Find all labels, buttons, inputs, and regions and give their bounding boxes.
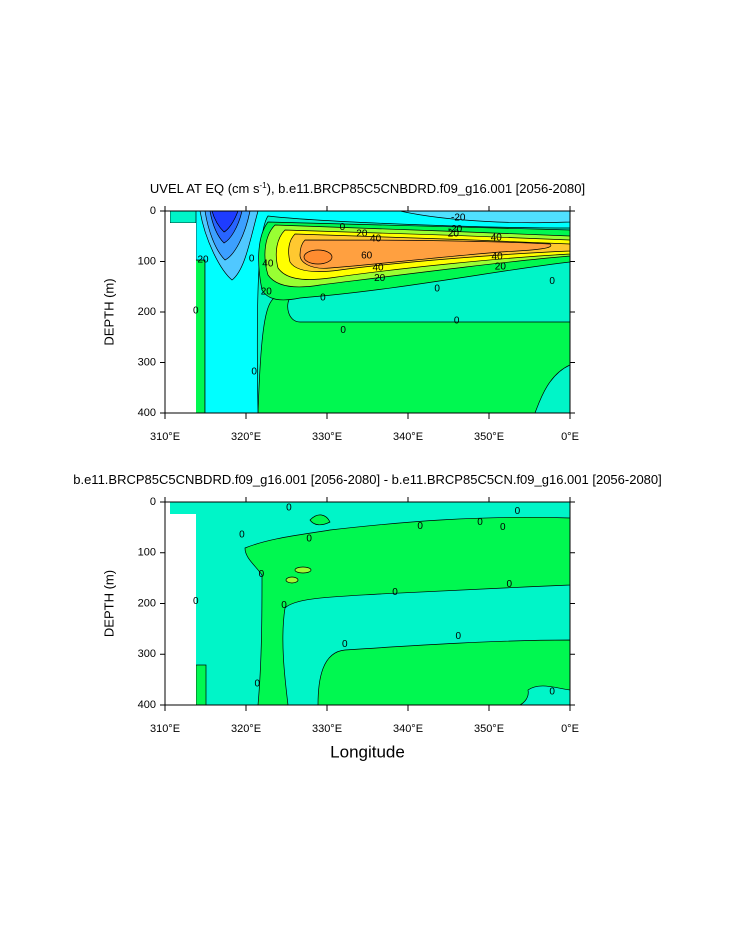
x-tick-label: 320°E bbox=[231, 431, 261, 443]
contour-label: 0 bbox=[286, 503, 292, 514]
title-part: UVEL AT EQ (cm s bbox=[150, 181, 260, 196]
contour-label: 40 bbox=[492, 252, 504, 263]
y-tick-label: 100 bbox=[138, 255, 156, 267]
x-tick-label: 310°E bbox=[150, 431, 180, 443]
contour-label: 0 bbox=[342, 639, 348, 650]
x-tick-label: 330°E bbox=[312, 723, 342, 735]
x-tick-label: 350°E bbox=[474, 431, 504, 443]
x-tick-label: 0°E bbox=[561, 723, 579, 735]
contour-label: 0 bbox=[255, 678, 261, 689]
contour-label: 0 bbox=[193, 596, 199, 607]
y-tick-label: 300 bbox=[138, 356, 156, 368]
x-tick-label: 330°E bbox=[312, 431, 342, 443]
y-tick-label: 200 bbox=[138, 306, 156, 318]
y-tick-label: 400 bbox=[138, 407, 156, 419]
contour-label: 20 bbox=[374, 273, 386, 284]
x-axis-label: Longitude bbox=[330, 742, 405, 761]
contour-label: 20 bbox=[356, 228, 368, 239]
contour-label: 20 bbox=[198, 255, 210, 266]
contour-label: 60 bbox=[361, 251, 373, 262]
y-tick-label: 200 bbox=[138, 597, 156, 609]
contour-label: -20 bbox=[448, 224, 463, 235]
chart-title: UVEL AT EQ (cm s-1), b.e11.BRCP85C5CNBDR… bbox=[150, 181, 585, 197]
contour-label: 0 bbox=[306, 534, 312, 545]
contour-label: 40 bbox=[370, 233, 382, 244]
y-tick-label: 100 bbox=[138, 547, 156, 559]
contour-label: 40 bbox=[491, 232, 503, 243]
contour-label: 0 bbox=[340, 325, 346, 336]
contour-label: 0 bbox=[239, 530, 245, 541]
contour-label: 20 bbox=[495, 262, 507, 273]
contour-label: 40 bbox=[262, 259, 274, 270]
x-tick-label: 310°E bbox=[150, 723, 180, 735]
contour-label: 0 bbox=[500, 522, 506, 533]
y-axis-label: DEPTH (m) bbox=[101, 570, 116, 637]
x-tick-label: 340°E bbox=[393, 431, 423, 443]
contour-label: 40 bbox=[372, 263, 384, 274]
x-tick-label: 0°E bbox=[561, 431, 579, 443]
contour-label: 0 bbox=[549, 686, 555, 697]
y-tick-label: 300 bbox=[138, 648, 156, 660]
contour-label: 20 bbox=[261, 286, 273, 297]
contour-fill-bottom bbox=[165, 502, 570, 705]
contour-label: 0 bbox=[259, 569, 265, 580]
x-tick-label: 340°E bbox=[393, 723, 423, 735]
contour-label: 0 bbox=[515, 506, 521, 517]
contour-label: 0 bbox=[340, 222, 346, 233]
y-tick-label: 0 bbox=[150, 496, 156, 508]
y-axis-label: DEPTH (m) bbox=[101, 278, 116, 345]
y-tick-label: 400 bbox=[138, 699, 156, 711]
contour-label: 0 bbox=[249, 254, 255, 265]
x-tick-label: 320°E bbox=[231, 723, 261, 735]
contour-label: 0 bbox=[281, 600, 287, 611]
contour-label: 20 bbox=[448, 228, 460, 239]
contour-label: 0 bbox=[193, 306, 199, 317]
chart-title: b.e11.BRCP85C5CNBDRD.f09_g16.001 [2056-2… bbox=[73, 472, 662, 487]
title-part: b.e11.BRCP85C5CNBDRD.f09_g16.001 [2056-2… bbox=[73, 472, 662, 487]
contour-label: 0 bbox=[320, 293, 326, 304]
contour-label: 0 bbox=[549, 276, 555, 287]
contour-label: -20 bbox=[451, 213, 466, 224]
contour-label: 0 bbox=[454, 316, 460, 327]
contour-label: 0 bbox=[417, 521, 423, 532]
y-tick-label: 0 bbox=[150, 205, 156, 217]
contour-label: 0 bbox=[434, 283, 440, 294]
contour-label: 0 bbox=[251, 367, 257, 378]
title-part: -1 bbox=[259, 181, 267, 190]
contour-label: 0 bbox=[477, 517, 483, 528]
contour-label: 0 bbox=[392, 587, 398, 598]
x-tick-label: 350°E bbox=[474, 723, 504, 735]
title-part: ), b.e11.BRCP85C5CNBDRD.f09_g16.001 [205… bbox=[267, 181, 585, 196]
contour-label: 0 bbox=[506, 579, 512, 590]
contour-fill-top bbox=[165, 211, 570, 413]
contour-label: 0 bbox=[455, 631, 461, 642]
